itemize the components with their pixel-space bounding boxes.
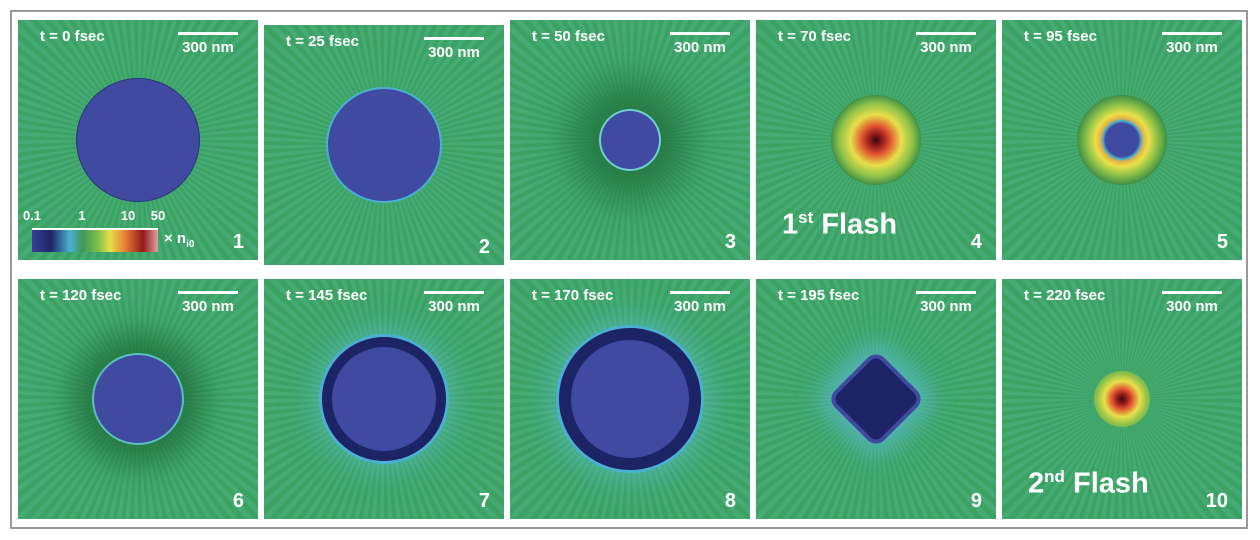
simulation-panel-10: t = 220 fsec 300 nm 10 2nd Flash: [1002, 279, 1242, 519]
panel-number: 7: [478, 490, 490, 512]
scale-label: 300 nm: [920, 39, 972, 56]
panel-number: 9: [970, 490, 982, 512]
simulation-panel-9: t = 195 fsec 300 nm 9: [756, 279, 996, 519]
simulation-panel-2: t = 25 fsec 300 nm 2: [264, 25, 504, 265]
time-label: t = 0 fsec: [40, 28, 105, 45]
density-blob: [322, 337, 446, 461]
time-label: t = 195 fsec: [778, 287, 860, 304]
flash-number: 1: [782, 209, 799, 241]
scale-label: 300 nm: [182, 298, 234, 315]
time-label: t = 50 fsec: [532, 28, 605, 45]
panel-number: 5: [1216, 231, 1228, 253]
density-blob: [559, 328, 701, 470]
scale-bar: 300 nm: [424, 37, 484, 61]
simulation-panel-7: t = 145 fsec 300 nm 7: [264, 279, 504, 519]
colorbar: 0.1 1 10 50 × ni0: [23, 208, 194, 260]
scale-bar: 300 nm: [178, 291, 238, 315]
colorbar-tick: 50: [150, 208, 166, 223]
scale-bar: 300 nm: [670, 291, 730, 315]
density-blob: [1077, 95, 1167, 185]
simulation-panel-3: t = 50 fsec 300 nm 3: [510, 20, 750, 260]
density-blob: [328, 89, 440, 201]
scale-label: 300 nm: [1166, 298, 1218, 315]
scale-label: 300 nm: [428, 44, 480, 61]
density-blob: [77, 79, 199, 201]
simulation-panel-1: t = 0 fsec 300 nm 1 0.1 1 10 50 × ni0: [18, 20, 258, 260]
panel-number: 4: [970, 231, 982, 253]
density-blob: [1094, 371, 1150, 427]
scale-label: 300 nm: [428, 298, 480, 315]
density-blob: [831, 95, 921, 185]
scale-bar: 300 nm: [670, 32, 730, 56]
time-label: t = 170 fsec: [532, 287, 614, 304]
time-label: t = 220 fsec: [1024, 287, 1106, 304]
panel-number: 2: [478, 236, 490, 258]
flash-ordinal: st: [798, 208, 814, 228]
scale-label: 300 nm: [674, 39, 726, 56]
panel-number: 1: [232, 231, 244, 253]
time-label: t = 25 fsec: [286, 33, 359, 50]
colorbar-tick: 10: [120, 208, 136, 223]
colorbar-unit: × ni0: [164, 230, 195, 250]
flash-label: 1st Flash: [782, 208, 897, 242]
simulation-panel-5: t = 95 fsec 300 nm 5: [1002, 20, 1242, 260]
panel-number: 10: [1205, 490, 1228, 512]
colorbar-gradient: [32, 228, 158, 252]
colorbar-tick: 0.1: [22, 208, 42, 223]
time-label: t = 145 fsec: [286, 287, 368, 304]
flash-word: Flash: [821, 209, 898, 241]
time-label: t = 95 fsec: [1024, 28, 1097, 45]
panel-number: 8: [724, 490, 736, 512]
scale-bar: 300 nm: [178, 32, 238, 56]
panel-number: 6: [232, 490, 244, 512]
colorbar-tick: 1: [78, 208, 86, 223]
scale-label: 300 nm: [182, 39, 234, 56]
scale-bar: 300 nm: [916, 291, 976, 315]
simulation-panel-4: t = 70 fsec 300 nm 4 1st Flash: [756, 20, 996, 260]
scale-bar: 300 nm: [916, 32, 976, 56]
scale-bar: 300 nm: [1162, 32, 1222, 56]
time-label: t = 70 fsec: [778, 28, 851, 45]
figure-frame: [10, 10, 1248, 529]
density-blob: [94, 355, 182, 443]
simulation-panel-6: t = 120 fsec 300 nm 6: [18, 279, 258, 519]
simulation-panel-8: t = 170 fsec 300 nm 8: [510, 279, 750, 519]
scale-bar: 300 nm: [1162, 291, 1222, 315]
scale-label: 300 nm: [1166, 39, 1218, 56]
flash-label: 2nd Flash: [1028, 467, 1149, 501]
flash-number: 2: [1028, 468, 1045, 500]
scale-label: 300 nm: [674, 298, 726, 315]
time-label: t = 120 fsec: [40, 287, 122, 304]
flash-ordinal: nd: [1044, 467, 1065, 487]
flash-word: Flash: [1072, 468, 1149, 500]
scale-label: 300 nm: [920, 298, 972, 315]
scale-bar: 300 nm: [424, 291, 484, 315]
panel-number: 3: [724, 231, 736, 253]
density-blob: [601, 111, 659, 169]
